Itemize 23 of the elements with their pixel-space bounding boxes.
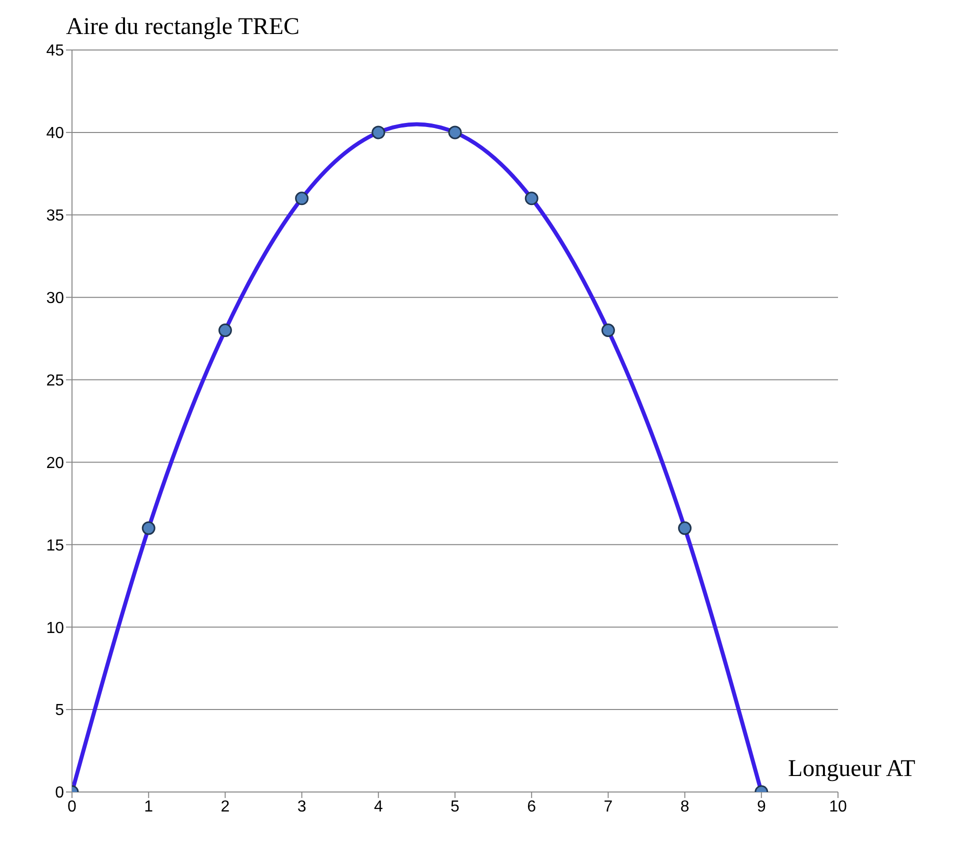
y-axis-title: Aire du rectangle TREC	[66, 14, 300, 40]
x-tick-label: 0	[68, 798, 77, 816]
x-tick-label: 7	[604, 798, 613, 816]
x-tick-label: 1	[144, 798, 154, 816]
y-tick-label: 40	[46, 125, 64, 142]
y-tick-label: 30	[46, 290, 64, 308]
x-tick-label: 2	[220, 798, 230, 816]
x-tick-label: 9	[756, 798, 766, 816]
x-tick-label: 4	[374, 798, 383, 816]
x-tick-label: 8	[680, 798, 690, 816]
y-tick-label: 45	[46, 42, 64, 60]
y-tick-label: 5	[55, 702, 64, 720]
y-tick-label: 25	[46, 372, 64, 390]
x-axis-title: Longueur AT	[788, 756, 916, 782]
x-tick-label: 5	[450, 798, 460, 816]
y-tick-label: 10	[46, 620, 64, 637]
y-tick-label: 15	[46, 537, 64, 554]
y-tick-label: 35	[46, 208, 64, 225]
y-tick-label: 20	[46, 454, 64, 472]
x-tick-label: 10	[829, 798, 847, 816]
y-tick-label: 0	[55, 784, 64, 802]
x-tick-label: 3	[297, 798, 306, 816]
x-tick-label: 6	[527, 798, 536, 816]
